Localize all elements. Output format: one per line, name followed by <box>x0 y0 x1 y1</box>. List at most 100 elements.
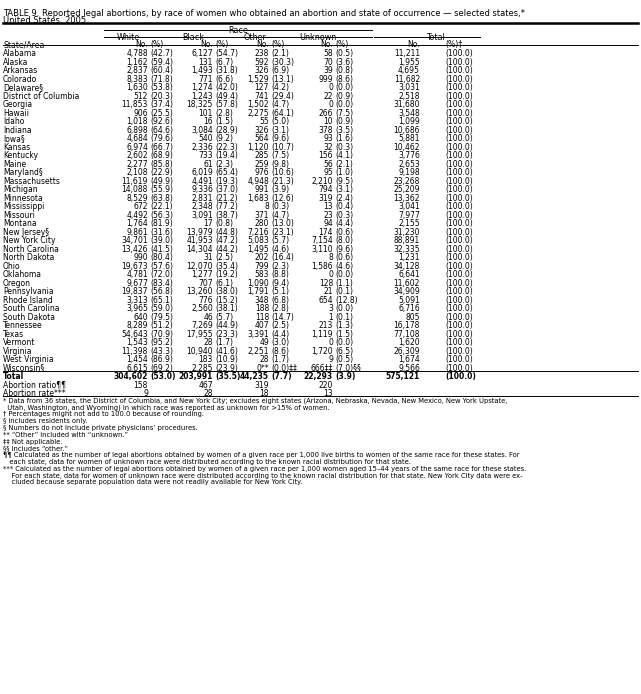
Text: (4.7): (4.7) <box>271 100 289 109</box>
Text: (100.0): (100.0) <box>445 202 473 211</box>
Text: (0.4): (0.4) <box>335 202 353 211</box>
Text: (100.0): (100.0) <box>445 270 473 279</box>
Text: 371: 371 <box>254 210 269 219</box>
Text: (0.9): (0.9) <box>335 92 353 101</box>
Text: 174: 174 <box>319 228 333 237</box>
Text: (59.0): (59.0) <box>150 304 173 313</box>
Text: 3: 3 <box>328 304 333 313</box>
Text: (100.0): (100.0) <box>445 312 473 321</box>
Text: 799: 799 <box>254 262 269 271</box>
Text: South Dakota: South Dakota <box>3 312 55 321</box>
Text: each state, data for women of unknown race were distributed according to the kno: each state, data for women of unknown ra… <box>3 459 411 465</box>
Text: (8.6): (8.6) <box>271 346 289 355</box>
Text: 46: 46 <box>203 312 213 321</box>
Text: 19,837: 19,837 <box>122 287 148 296</box>
Text: 3,776: 3,776 <box>398 151 420 160</box>
Text: No.: No. <box>407 40 420 49</box>
Text: (100.0): (100.0) <box>445 219 473 228</box>
Text: Kansas: Kansas <box>3 142 30 151</box>
Text: 3,110: 3,110 <box>312 244 333 253</box>
Text: District of Columbia: District of Columbia <box>3 92 79 101</box>
Text: 2,275: 2,275 <box>247 108 269 117</box>
Text: 1,683: 1,683 <box>247 194 269 203</box>
Text: 1,586: 1,586 <box>312 262 333 271</box>
Text: 31: 31 <box>203 253 213 262</box>
Text: (9.5): (9.5) <box>335 176 353 185</box>
Text: 906: 906 <box>133 108 148 117</box>
Text: (59.4): (59.4) <box>150 58 173 67</box>
Text: (9.4): (9.4) <box>271 278 289 287</box>
Text: (5.7): (5.7) <box>215 312 233 321</box>
Text: (57.6): (57.6) <box>150 262 173 271</box>
Text: † Percentages might not add to 100.0 because of rounding.: † Percentages might not add to 100.0 bec… <box>3 412 204 417</box>
Text: 1,231: 1,231 <box>399 253 420 262</box>
Text: 8: 8 <box>328 253 333 262</box>
Text: 12,070: 12,070 <box>187 262 213 271</box>
Text: (83.4): (83.4) <box>150 278 173 287</box>
Text: (69.2): (69.2) <box>150 364 173 373</box>
Text: (65.4): (65.4) <box>215 168 238 177</box>
Text: 11,211: 11,211 <box>394 49 420 58</box>
Text: Rhode Island: Rhode Island <box>3 296 53 305</box>
Text: (64.6): (64.6) <box>150 126 173 135</box>
Text: Other: Other <box>244 33 267 42</box>
Text: (100.0): (100.0) <box>445 228 473 237</box>
Text: 0: 0 <box>328 83 333 92</box>
Text: (42.0): (42.0) <box>215 83 238 92</box>
Text: 26,309: 26,309 <box>394 346 420 355</box>
Text: (100.0): (100.0) <box>445 92 473 101</box>
Text: (54.7): (54.7) <box>215 49 238 58</box>
Text: 3,091: 3,091 <box>191 210 213 219</box>
Text: 238: 238 <box>254 49 269 58</box>
Text: 56: 56 <box>323 160 333 169</box>
Text: 44,235: 44,235 <box>240 372 269 381</box>
Text: (13.1): (13.1) <box>271 74 294 83</box>
Text: (100.0): (100.0) <box>445 262 473 271</box>
Text: cluded because separate population data were not readily available for New York : cluded because separate population data … <box>3 480 303 485</box>
Text: 3,965: 3,965 <box>126 304 148 313</box>
Text: (100.0): (100.0) <box>445 210 473 219</box>
Text: 94: 94 <box>323 219 333 228</box>
Text: (23.9): (23.9) <box>215 364 238 373</box>
Text: (4.6): (4.6) <box>271 244 289 253</box>
Text: 1,274: 1,274 <box>192 83 213 92</box>
Text: (%)†: (%)† <box>445 40 462 49</box>
Text: (5.0): (5.0) <box>271 117 289 126</box>
Text: Georgia: Georgia <box>3 100 33 109</box>
Text: 1,543: 1,543 <box>126 338 148 347</box>
Text: Abortion rate***: Abortion rate*** <box>3 389 65 398</box>
Text: 28: 28 <box>203 389 213 398</box>
Text: (8.6): (8.6) <box>335 74 353 83</box>
Text: (56.8): (56.8) <box>150 287 173 296</box>
Text: 118: 118 <box>254 312 269 321</box>
Text: 2,831: 2,831 <box>192 194 213 203</box>
Text: (0.0): (0.0) <box>335 338 353 347</box>
Text: 990: 990 <box>133 253 148 262</box>
Text: 4,491: 4,491 <box>191 176 213 185</box>
Text: 11,853: 11,853 <box>122 100 148 109</box>
Text: (1.1): (1.1) <box>335 278 353 287</box>
Text: Missouri: Missouri <box>3 210 35 219</box>
Text: 188: 188 <box>254 304 269 313</box>
Text: 2,837: 2,837 <box>126 66 148 75</box>
Text: (85.8): (85.8) <box>150 160 173 169</box>
Text: (47.2): (47.2) <box>215 236 238 245</box>
Text: 1,791: 1,791 <box>247 287 269 296</box>
Text: 733: 733 <box>198 151 213 160</box>
Text: TABLE 9. Reported legal abortions, by race of women who obtained an abortion and: TABLE 9. Reported legal abortions, by ra… <box>3 9 525 18</box>
Text: 1,502: 1,502 <box>247 100 269 109</box>
Text: (3.0): (3.0) <box>271 338 289 347</box>
Text: (15.2): (15.2) <box>215 296 238 305</box>
Text: Total: Total <box>426 33 444 42</box>
Text: 3,548: 3,548 <box>398 108 420 117</box>
Text: (7.5): (7.5) <box>335 108 353 117</box>
Text: (100.0): (100.0) <box>445 321 473 330</box>
Text: 14,304: 14,304 <box>187 244 213 253</box>
Text: (100.0): (100.0) <box>445 372 476 381</box>
Text: (100.0): (100.0) <box>445 346 473 355</box>
Text: (19.3): (19.3) <box>215 176 238 185</box>
Text: (68.9): (68.9) <box>150 151 173 160</box>
Text: 16,178: 16,178 <box>394 321 420 330</box>
Text: (64.1): (64.1) <box>271 108 294 117</box>
Text: (100.0): (100.0) <box>445 66 473 75</box>
